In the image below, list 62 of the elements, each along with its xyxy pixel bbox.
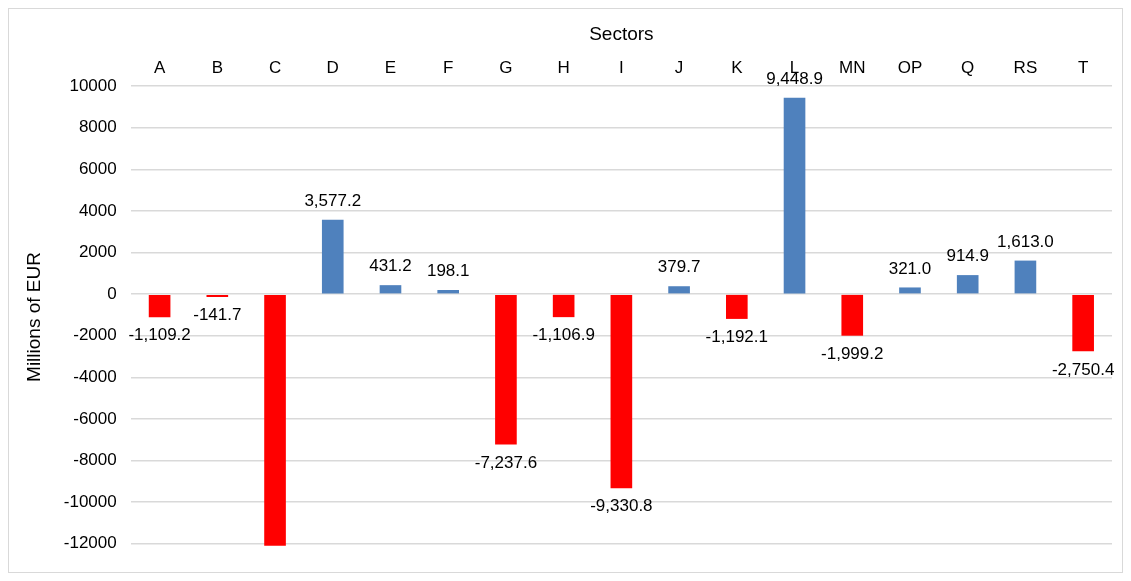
bar — [1014, 260, 1037, 294]
bar — [668, 286, 690, 294]
x-tick-label: OP — [897, 57, 923, 77]
y-axis-title: Millions of EUR — [22, 252, 44, 382]
x-tick-label: D — [326, 57, 339, 77]
x-tick-label: Q — [961, 57, 975, 77]
x-tick-label: B — [211, 57, 223, 77]
x-tick-label: G — [499, 57, 513, 77]
bar — [841, 294, 864, 336]
bar — [379, 285, 402, 294]
x-tick-label: T — [1077, 57, 1089, 77]
y-tick-label: 6000 — [78, 159, 117, 179]
y-tick-label: -12000 — [63, 533, 117, 553]
data-label: 198.1 — [426, 261, 470, 281]
data-label: -9,330.8 — [590, 496, 653, 516]
bar — [264, 294, 286, 546]
y-tick-label: -6000 — [73, 408, 117, 428]
bar — [206, 294, 229, 298]
data-label: -141.7 — [193, 305, 242, 325]
data-label: -2,750.4 — [1051, 359, 1115, 379]
data-label: 3,577.2 — [304, 190, 362, 210]
data-label: -1,109.2 — [128, 325, 191, 345]
x-tick-label: I — [619, 57, 624, 77]
bar — [321, 219, 344, 294]
bar — [725, 294, 748, 319]
data-label: -7,237.6 — [474, 452, 538, 472]
x-tick-label: K — [731, 57, 744, 77]
y-tick-label: -4000 — [73, 366, 117, 386]
data-label: 431.2 — [369, 256, 412, 276]
x-tick-label: MN — [839, 57, 866, 77]
data-label: -1,106.9 — [532, 325, 595, 345]
x-tick-label: E — [384, 57, 397, 77]
bar — [956, 275, 979, 294]
data-label: 914.9 — [946, 246, 989, 266]
y-tick-label: 0 — [107, 283, 117, 303]
x-tick-label: F — [443, 57, 454, 77]
x-tick-label: C — [268, 57, 282, 77]
x-tick-label: RS — [1013, 57, 1038, 77]
y-tick-label: -8000 — [73, 450, 117, 470]
y-tick-label: 10000 — [69, 75, 117, 95]
data-label: 321.0 — [888, 258, 932, 278]
x-axis-title: Sectors — [589, 22, 654, 44]
y-tick-label: 8000 — [78, 117, 117, 137]
y-tick-label: -2000 — [73, 325, 117, 345]
bar — [899, 287, 921, 294]
bar — [1072, 294, 1094, 352]
data-label: -1,192.1 — [705, 327, 769, 347]
x-tick-label: J — [674, 57, 684, 77]
x-tick-label: A — [153, 57, 166, 77]
bar — [610, 294, 633, 489]
data-label: 379.7 — [657, 257, 701, 277]
data-label: 1,613.0 — [997, 231, 1054, 251]
bar — [437, 290, 460, 294]
bar — [552, 294, 575, 318]
bar — [148, 294, 171, 318]
y-tick-label: 4000 — [78, 200, 117, 220]
data-label: -1,999.2 — [821, 343, 884, 363]
y-tick-label: 2000 — [78, 242, 117, 262]
y-tick-label: -10000 — [63, 491, 117, 511]
x-tick-label: H — [557, 57, 570, 77]
bar — [495, 294, 517, 445]
bar — [783, 97, 806, 294]
